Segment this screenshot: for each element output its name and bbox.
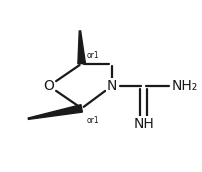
Text: NH: NH: [133, 117, 154, 131]
Text: O: O: [44, 79, 54, 93]
Polygon shape: [78, 31, 85, 64]
Polygon shape: [28, 105, 82, 119]
Text: or1: or1: [87, 116, 99, 125]
Text: N: N: [107, 79, 117, 93]
Text: or1: or1: [87, 51, 99, 60]
Text: NH₂: NH₂: [172, 79, 198, 93]
